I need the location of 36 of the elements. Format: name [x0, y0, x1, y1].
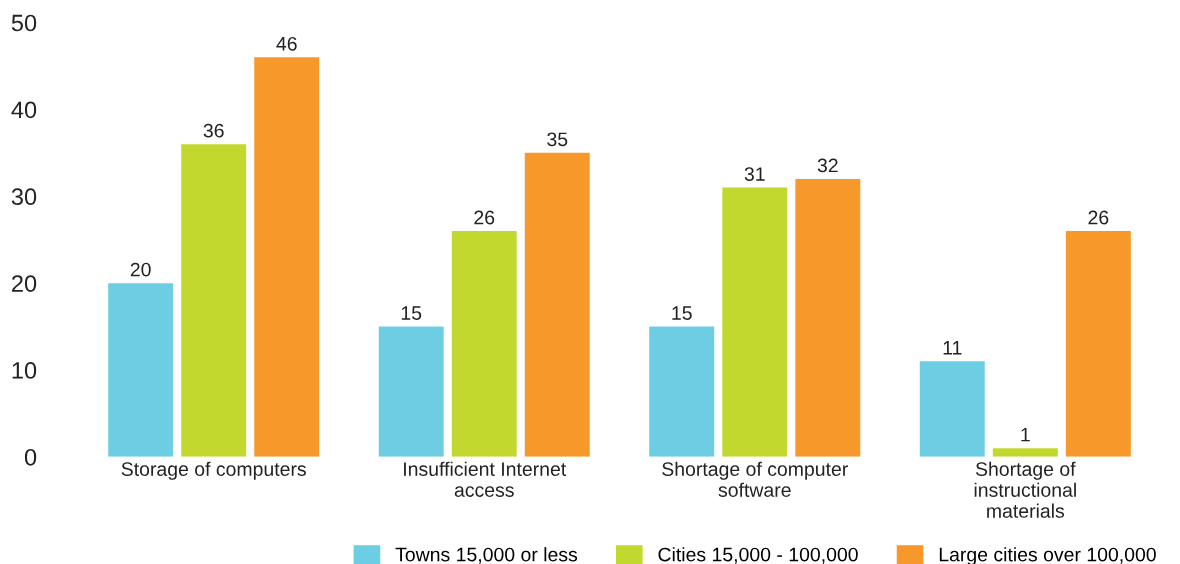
bar: [649, 326, 715, 457]
bar: [181, 144, 247, 457]
y-tick-label: 50: [11, 14, 37, 32]
x-tick-label: Shortage of instructional materials: [974, 461, 1076, 518]
data-label: 26: [1088, 210, 1109, 225]
data-label: 11: [943, 341, 962, 355]
bar: [919, 361, 985, 457]
data-label: 26: [474, 210, 495, 225]
y-tick-label: 30: [11, 188, 37, 206]
bar: [451, 231, 517, 457]
bar: [992, 448, 1058, 457]
bar: [722, 187, 788, 457]
legend-label: Towns 15,000 or less: [395, 547, 578, 564]
data-label: 15: [672, 306, 692, 320]
bar: [1065, 231, 1131, 457]
data-label: 31: [744, 167, 765, 181]
bar: [378, 326, 444, 457]
data-label: 35: [547, 132, 568, 147]
data-label: 32: [817, 158, 838, 173]
x-tick-label: Storage of computers: [121, 461, 306, 480]
y-tick-label: 20: [12, 275, 37, 292]
y-tick-label: 0: [24, 448, 37, 466]
bar: [524, 152, 590, 457]
data-label: 46: [276, 36, 297, 51]
bar: [795, 178, 861, 457]
legend-label: Cities 15,000 - 100,000: [658, 547, 858, 564]
data-label: 36: [203, 123, 224, 138]
bar: [108, 283, 174, 457]
y-tick-label: 10: [12, 362, 37, 379]
x-tick-label: Insufficient Internet access: [404, 461, 567, 497]
data-label: 20: [130, 262, 151, 277]
data-label: 15: [401, 306, 422, 320]
x-tick-label: Shortage of computer software: [662, 461, 848, 497]
bar: [254, 57, 320, 457]
data-label: 1: [1021, 427, 1030, 442]
y-tick-label: 40: [11, 101, 37, 119]
